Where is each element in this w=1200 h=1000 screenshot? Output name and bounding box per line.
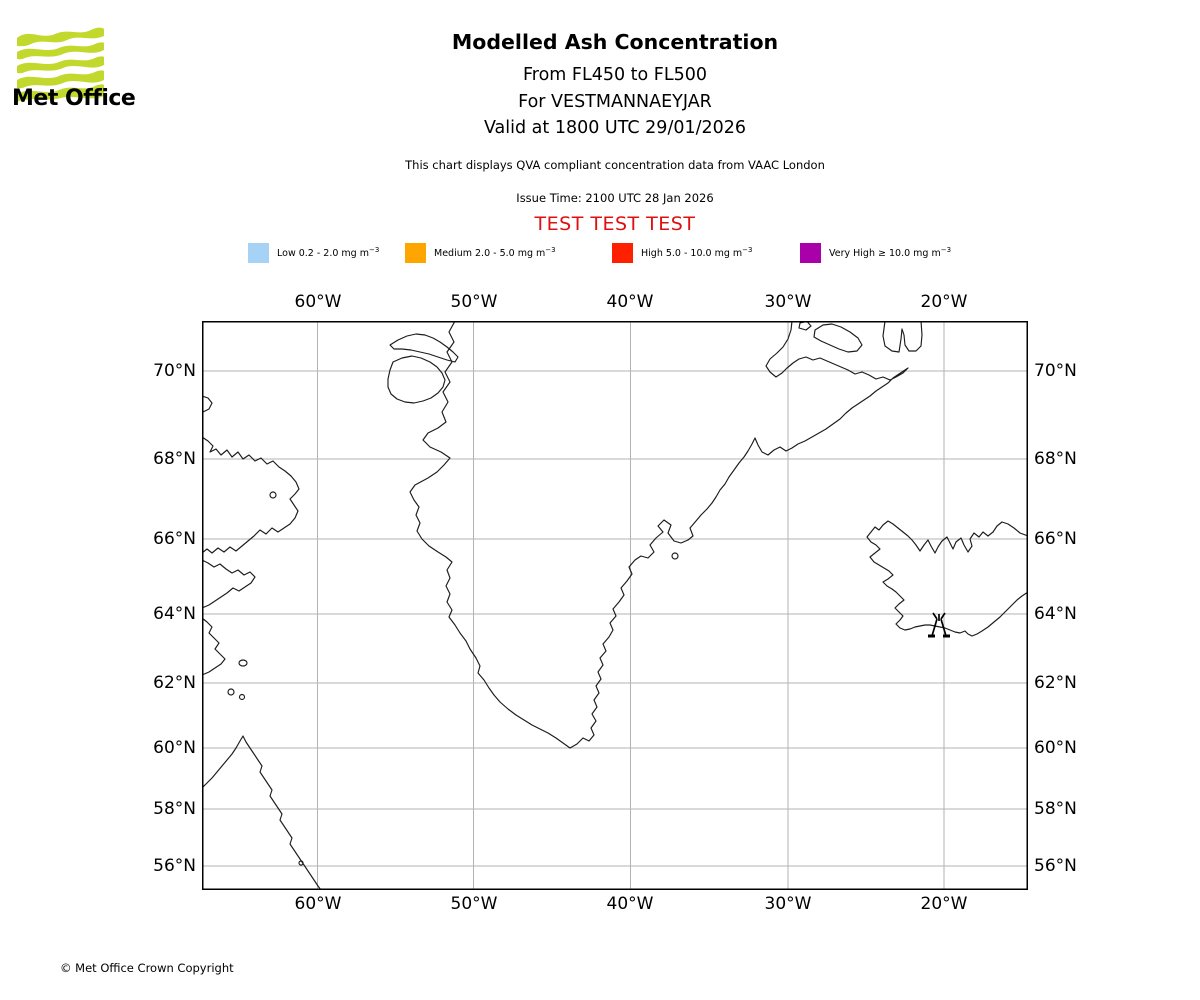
scoresby-small-island [798, 321, 812, 331]
labrador-islet-3 [298, 860, 304, 866]
legend-label-high: High 5.0 - 10.0 mg m−3 [641, 246, 753, 259]
page-title: Modelled Ash Concentration [451, 30, 779, 54]
map-canvas [202, 321, 1028, 890]
legend-label-low: Low 0.2 - 2.0 mg m−3 [277, 246, 379, 259]
labrador-islet-2 [238, 693, 246, 701]
liverpool-land-coastline [882, 321, 923, 353]
lat-label-right-62n: 62°N [1034, 673, 1077, 693]
lon-label-top-40w: 40°W [606, 292, 654, 312]
labrador-coastline [202, 735, 322, 890]
legend-label-medium: Medium 2.0 - 5.0 mg m−3 [434, 246, 556, 259]
legend-label-very-high-sup: −3 [940, 245, 952, 254]
lat-label-right-58n: 58°N [1034, 799, 1077, 819]
crown-copyright: © Met Office Crown Copyright [60, 961, 234, 975]
legend-label-medium-text: Medium 2.0 - 5.0 mg m [434, 248, 546, 260]
met-office-logo [17, 27, 104, 102]
lat-label-right-68n: 68°N [1034, 449, 1077, 469]
legend-label-high-sup: −3 [742, 245, 753, 254]
lat-label-left-60n: 60°N [153, 738, 196, 758]
legend-label-medium-sup: −3 [545, 245, 556, 254]
graticule-grid [202, 321, 1028, 890]
legend-swatch-high [612, 242, 633, 263]
lat-label-right-70n: 70°N [1034, 361, 1077, 381]
qva-description: This chart displays QVA compliant concen… [405, 158, 825, 172]
cumberland-islet [269, 491, 277, 499]
labrador-islet-1 [227, 688, 235, 696]
lat-label-left-56n: 56°N [153, 856, 196, 876]
lat-label-right-66n: 66°N [1034, 529, 1077, 549]
legend-label-low-text: Low 0.2 - 2.0 mg m [277, 248, 369, 260]
lon-label-bottom-60w: 60°W [294, 894, 342, 914]
disko-island-coastline [387, 355, 446, 404]
lon-label-bottom-40w: 40°W [606, 894, 654, 914]
subtitle-valid-time: Valid at 1800 UTC 29/01/2026 [483, 118, 747, 138]
logo-waves [17, 27, 104, 102]
meta-incognita-coastline [202, 617, 226, 676]
lat-label-left-58n: 58°N [153, 799, 196, 819]
lat-label-left-66n: 66°N [153, 529, 196, 549]
greenland-coastline [409, 321, 909, 749]
lon-label-bottom-20w: 20°W [920, 894, 968, 914]
lat-label-right-56n: 56°N [1034, 856, 1077, 876]
issue-time: Issue Time: 2100 UTC 28 Jan 2026 [516, 191, 714, 205]
subtitle-flight-levels: From FL450 to FL500 [522, 65, 708, 85]
test-banner: TEST TEST TEST [534, 213, 696, 235]
lon-label-bottom-30w: 30°W [764, 894, 812, 914]
lon-label-top-30w: 30°W [764, 292, 812, 312]
cumberland-peninsula-coastline [202, 436, 300, 554]
lon-label-top-50w: 50°W [450, 292, 498, 312]
resolution-island [238, 659, 248, 667]
legend-label-very-high: Very High ≥ 10.0 mg m−3 [829, 246, 951, 259]
nuussuaq-peninsula-coastline [389, 333, 459, 363]
lat-label-left-68n: 68°N [153, 449, 196, 469]
lon-label-top-20w: 20°W [920, 292, 968, 312]
met-office-wordmark: Met Office [12, 86, 136, 111]
lon-label-bottom-50w: 50°W [450, 894, 498, 914]
lon-label-top-60w: 60°W [294, 292, 342, 312]
lat-label-left-64n: 64°N [153, 604, 196, 624]
lat-label-right-60n: 60°N [1034, 738, 1077, 758]
lat-label-right-64n: 64°N [1034, 604, 1077, 624]
lat-label-left-62n: 62°N [153, 673, 196, 693]
east-greenland-islet [671, 552, 679, 560]
legend-item-medium: Medium 2.0 - 5.0 mg m−3 [405, 242, 556, 263]
baffin-coast-north-bump [202, 395, 213, 413]
map-border [202, 321, 1028, 890]
legend-item-high: High 5.0 - 10.0 mg m−3 [612, 242, 753, 263]
subtitle-block: From FL450 to FL500 For VESTMANNAEYJAR V… [202, 62, 1028, 142]
legend-label-low-sup: −3 [369, 245, 380, 254]
lat-label-left-70n: 70°N [153, 361, 196, 381]
legend-item-very-high: Very High ≥ 10.0 mg m−3 [800, 242, 951, 263]
volcano-marker [928, 612, 950, 638]
subtitle-volcano: For VESTMANNAEYJAR [518, 91, 712, 112]
legend-label-very-high-text: Very High ≥ 10.0 mg m [829, 248, 941, 260]
legend-swatch-very-high [800, 242, 821, 263]
legend-swatch-medium [405, 242, 426, 263]
legend-swatch-low [248, 242, 269, 263]
legend-item-low: Low 0.2 - 2.0 mg m−3 [248, 242, 379, 263]
iceland-coastline [866, 520, 1028, 637]
hall-peninsula-coastline [202, 559, 256, 609]
legend-label-high-text: High 5.0 - 10.0 mg m [641, 248, 743, 260]
milne-land-island [813, 323, 863, 353]
